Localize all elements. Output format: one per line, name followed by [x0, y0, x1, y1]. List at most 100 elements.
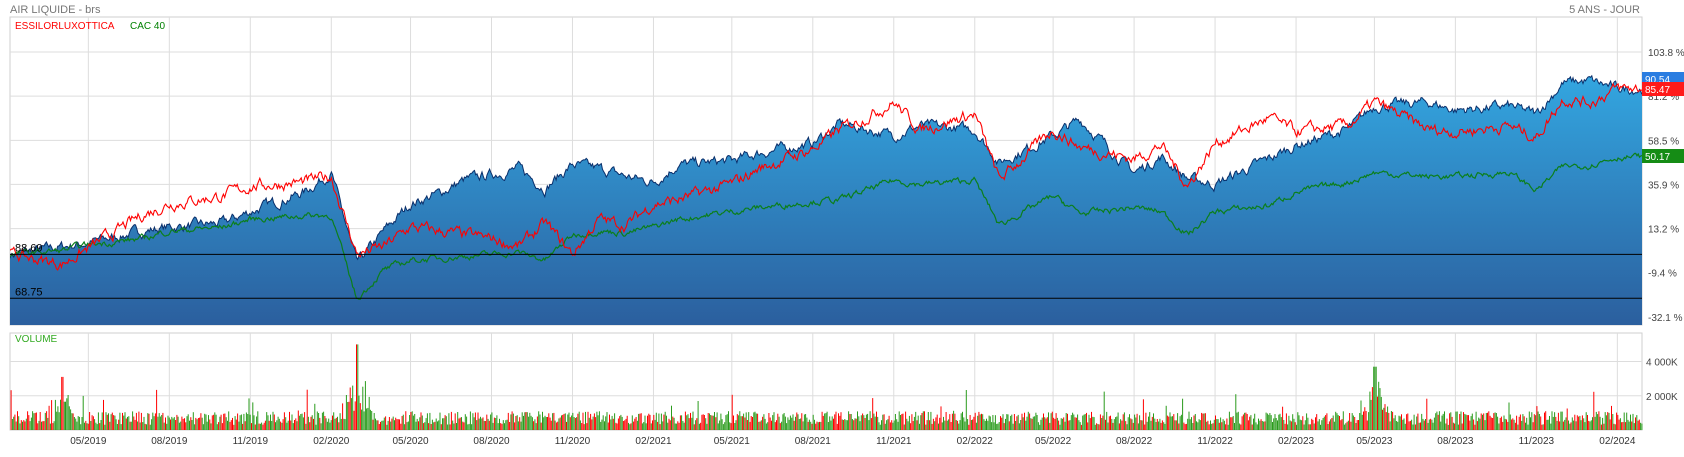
- volume-bar: [461, 417, 462, 430]
- volume-bar: [829, 416, 831, 430]
- volume-bar: [27, 411, 29, 430]
- volume-bar: [37, 423, 39, 430]
- volume-bar: [1183, 422, 1185, 430]
- volume-bar: [1106, 411, 1108, 430]
- volume-bar: [450, 411, 452, 430]
- volume-bar: [321, 412, 323, 430]
- volume-bar: [1337, 415, 1339, 430]
- volume-bar: [1575, 421, 1577, 430]
- volume-bar: [1638, 419, 1640, 430]
- volume-bar: [57, 406, 59, 430]
- volume-bar: [154, 413, 156, 430]
- volume-bar: [1240, 424, 1242, 430]
- volume-bar: [1425, 419, 1426, 430]
- volume-bar: [750, 416, 752, 430]
- volume-bar: [929, 420, 931, 430]
- volume-bar: [1551, 411, 1553, 430]
- volume-bar: [984, 420, 986, 430]
- volume-bar: [1130, 418, 1132, 430]
- volume-bar: [1346, 421, 1348, 430]
- volume-bar: [597, 415, 599, 430]
- volume-bar: [259, 423, 261, 430]
- volume-bar: [652, 420, 653, 430]
- volume-bar: [1003, 423, 1005, 430]
- volume-bar: [1445, 423, 1447, 430]
- volume-bar: [1498, 423, 1500, 430]
- volume-bar: [644, 415, 646, 430]
- volume-bar: [423, 423, 425, 430]
- volume-bar: [425, 418, 427, 430]
- volume-bar: [334, 418, 336, 430]
- volume-bar: [283, 412, 285, 430]
- volume-bar: [72, 413, 74, 430]
- volume-bar: [593, 413, 595, 430]
- volume-bar: [1097, 424, 1099, 430]
- volume-bar: [849, 414, 851, 430]
- svg-text:50.17: 50.17: [1645, 152, 1670, 163]
- volume-bar: [647, 415, 648, 430]
- volume-bar: [1212, 423, 1214, 430]
- volume-bar: [705, 418, 707, 430]
- volume-bar: [1026, 416, 1028, 430]
- volume-bar: [1145, 412, 1147, 430]
- volume-bar: [726, 414, 728, 430]
- volume-bar: [767, 422, 769, 430]
- volume-bar: [1170, 416, 1172, 430]
- volume-bar: [728, 411, 729, 430]
- volume-bar: [1000, 416, 1001, 430]
- volume-bar: [930, 411, 932, 430]
- volume-bar: [868, 420, 870, 430]
- volume-bar: [1465, 414, 1467, 430]
- volume-bar: [372, 419, 374, 430]
- volume-bar: [132, 411, 134, 430]
- volume-bar: [752, 417, 753, 430]
- volume-bar: [1585, 412, 1587, 430]
- volume-bar: [1101, 418, 1103, 430]
- volume-bar: [1437, 414, 1439, 430]
- volume-bar: [745, 412, 747, 430]
- volume-bar: [366, 408, 368, 430]
- volume-bar: [1092, 416, 1094, 430]
- volume-bar: [1297, 412, 1299, 430]
- volume-bar: [1392, 411, 1394, 430]
- volume-bar: [962, 411, 963, 430]
- volume-bar: [459, 417, 461, 430]
- volume-bar: [1478, 417, 1480, 430]
- volume-bar: [1017, 414, 1019, 430]
- volume-bar: [1379, 388, 1381, 430]
- volume-bar: [428, 423, 430, 430]
- volume-bar: [49, 423, 51, 430]
- volume-bar: [515, 416, 517, 430]
- volume-bar: [152, 412, 154, 430]
- volume-bar: [493, 417, 495, 430]
- volume-bar: [151, 419, 153, 430]
- volume-bar: [378, 424, 380, 430]
- volume-bar: [350, 398, 352, 430]
- volume-bar: [1351, 413, 1353, 430]
- volume-bar: [472, 413, 474, 430]
- volume-bar: [1226, 418, 1228, 430]
- volume-bar: [477, 412, 479, 430]
- volume-bar: [548, 413, 550, 430]
- volume-bar: [92, 416, 94, 430]
- volume-bar: [1312, 419, 1314, 430]
- volume-bar: [1197, 422, 1199, 430]
- volume-bar: [1470, 416, 1472, 430]
- volume-bar: [1277, 420, 1278, 430]
- volume-bar: [1636, 415, 1638, 430]
- volume-bar: [1322, 418, 1324, 430]
- volume-bar: [467, 424, 469, 430]
- volume-bar: [159, 416, 161, 430]
- volume-bar: [695, 420, 697, 430]
- volume-bar: [736, 414, 738, 430]
- volume-bar: [1105, 419, 1106, 430]
- volume-bar: [41, 421, 42, 430]
- volume-bar: [1532, 422, 1534, 430]
- volume-bar: [538, 411, 540, 430]
- volume-bar: [912, 421, 914, 430]
- volume-bar: [1136, 413, 1138, 430]
- volume-bar: [517, 421, 519, 430]
- volume-bar: [18, 416, 20, 430]
- volume-bar: [1083, 414, 1085, 430]
- volume-bar: [1311, 418, 1313, 430]
